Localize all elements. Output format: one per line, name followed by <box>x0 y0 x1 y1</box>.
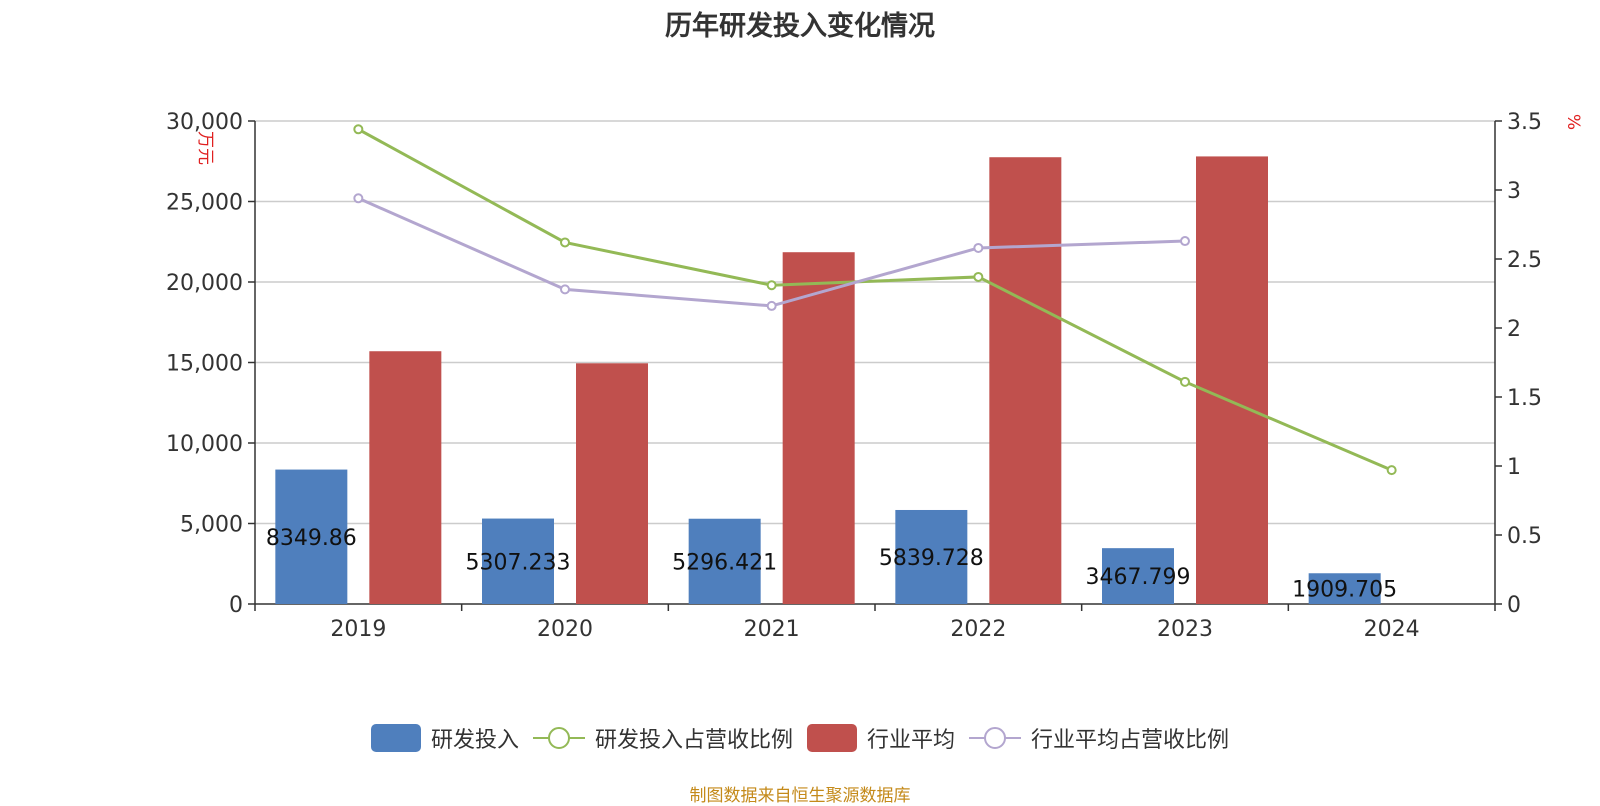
point-rd-ratio <box>766 280 777 291</box>
bar-industry-average <box>576 363 648 604</box>
legend-item[interactable]: 行业平均 <box>807 722 955 754</box>
y-left-tick-label: 10,000 <box>166 432 243 457</box>
legend-swatch <box>370 724 421 752</box>
x-tick-label: 2022 <box>950 617 1006 642</box>
bar-data-label: 1909.705 <box>1292 578 1397 603</box>
source-note: 制图数据来自恒生聚源数据库 <box>689 786 911 806</box>
bar-rd-investment <box>482 518 554 604</box>
legend-label: 研发投入占营收比例 <box>594 728 793 753</box>
bar-data-label: 5307.233 <box>466 550 571 575</box>
bar-data-label: 8349.86 <box>266 526 357 551</box>
point-rd-ratio <box>1386 465 1397 476</box>
legend-label: 行业平均 <box>867 728 956 753</box>
y-left-tick-label: 0 <box>229 593 243 618</box>
y-right-tick-label: 1 <box>1507 455 1521 480</box>
y-left-tick-label: 5,000 <box>180 513 243 538</box>
y-right-tick-label: 2 <box>1507 317 1521 342</box>
y-left-tick-label: 15,000 <box>166 352 243 377</box>
bar-rd-investment <box>688 518 761 604</box>
legend-item[interactable]: 研发投入占营收比例 <box>532 722 793 754</box>
legend-label: 研发投入 <box>430 728 519 753</box>
legend-line-marker-icon <box>969 727 1022 749</box>
x-tick-label: 2020 <box>537 617 593 642</box>
point-rd-ratio <box>560 237 570 248</box>
x-tick-label: 2024 <box>1364 617 1420 642</box>
point-industry-ratio <box>560 284 570 295</box>
bar-industry-average <box>1196 156 1268 605</box>
y-left-tick-label: 30,000 <box>166 110 243 135</box>
chart-title: 历年研发投入变化情况 <box>665 11 935 42</box>
x-tick-label: 2019 <box>330 617 386 642</box>
legend-item[interactable]: 行业平均占营收比例 <box>969 722 1229 754</box>
y-right-tick-label: 3 <box>1507 179 1521 204</box>
y-right-tick-label: 3.5 <box>1507 110 1542 135</box>
y-right-tick-label: 1.5 <box>1507 386 1542 411</box>
x-tick-label: 2023 <box>1157 617 1213 642</box>
point-industry-ratio <box>353 193 364 204</box>
bar-data-label: 5296.421 <box>672 550 777 575</box>
line-rd-ratio <box>357 127 1393 472</box>
legend-line-marker-icon <box>532 727 585 749</box>
y-right-tick-label: 2.5 <box>1507 248 1542 273</box>
point-rd-ratio <box>973 271 984 282</box>
legend: 研发投入 研发投入占营收比例 行业平均 行业平均占营收比例 <box>0 722 1600 754</box>
point-rd-ratio <box>353 124 364 135</box>
y-right-tick-label: 0.5 <box>1507 524 1542 549</box>
y-left-axis-label: 万元 <box>195 131 215 165</box>
bar-rd-investment <box>895 509 968 604</box>
y-right-axis-label: % <box>1563 114 1583 130</box>
bar-data-label: 5839.728 <box>879 546 984 571</box>
y-right-tick-label: 0 <box>1507 593 1521 618</box>
y-left-tick-label: 25,000 <box>166 191 243 216</box>
bar-data-label: 3467.799 <box>1086 565 1191 590</box>
legend-swatch <box>807 724 857 752</box>
point-rd-ratio <box>1180 376 1190 387</box>
bar-rd-investment <box>275 469 348 604</box>
x-tick-label: 2021 <box>744 617 800 642</box>
point-industry-ratio <box>766 300 777 311</box>
point-industry-ratio <box>1180 236 1190 247</box>
legend-item[interactable]: 研发投入 <box>370 722 519 754</box>
point-industry-ratio <box>973 242 984 253</box>
bar-rd-investment <box>1308 573 1381 604</box>
bar-rd-investment <box>1102 548 1174 604</box>
bar-industry-average <box>989 157 1062 604</box>
bar-industry-average <box>369 351 442 604</box>
legend-label: 行业平均占营收比例 <box>1031 728 1230 753</box>
bar-industry-average <box>782 252 855 604</box>
y-left-tick-label: 20,000 <box>166 271 243 296</box>
